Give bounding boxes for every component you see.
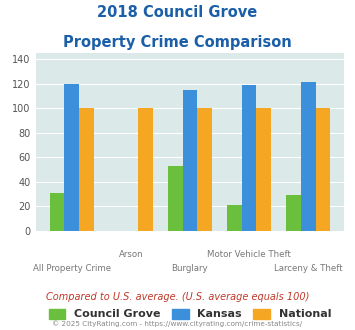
Bar xyxy=(182,90,197,231)
Text: Larceny & Theft: Larceny & Theft xyxy=(274,264,343,273)
Bar xyxy=(227,205,242,231)
Text: 2018 Council Grove: 2018 Council Grove xyxy=(97,5,258,20)
Bar xyxy=(316,108,330,231)
Bar xyxy=(50,193,64,231)
Bar xyxy=(256,108,271,231)
Bar xyxy=(64,83,79,231)
Text: Burglary: Burglary xyxy=(171,264,208,273)
Bar xyxy=(79,108,94,231)
Text: Arson: Arson xyxy=(119,250,143,259)
Bar xyxy=(197,108,212,231)
Text: © 2025 CityRating.com - https://www.cityrating.com/crime-statistics/: © 2025 CityRating.com - https://www.city… xyxy=(53,321,302,327)
Text: Property Crime Comparison: Property Crime Comparison xyxy=(63,35,292,50)
Legend: Council Grove, Kansas, National: Council Grove, Kansas, National xyxy=(44,304,335,324)
Bar xyxy=(168,166,182,231)
Bar xyxy=(286,195,301,231)
Bar xyxy=(242,85,256,231)
Bar xyxy=(138,108,153,231)
Bar xyxy=(301,82,316,231)
Text: All Property Crime: All Property Crime xyxy=(33,264,111,273)
Text: Compared to U.S. average. (U.S. average equals 100): Compared to U.S. average. (U.S. average … xyxy=(46,292,309,302)
Text: Motor Vehicle Theft: Motor Vehicle Theft xyxy=(207,250,291,259)
